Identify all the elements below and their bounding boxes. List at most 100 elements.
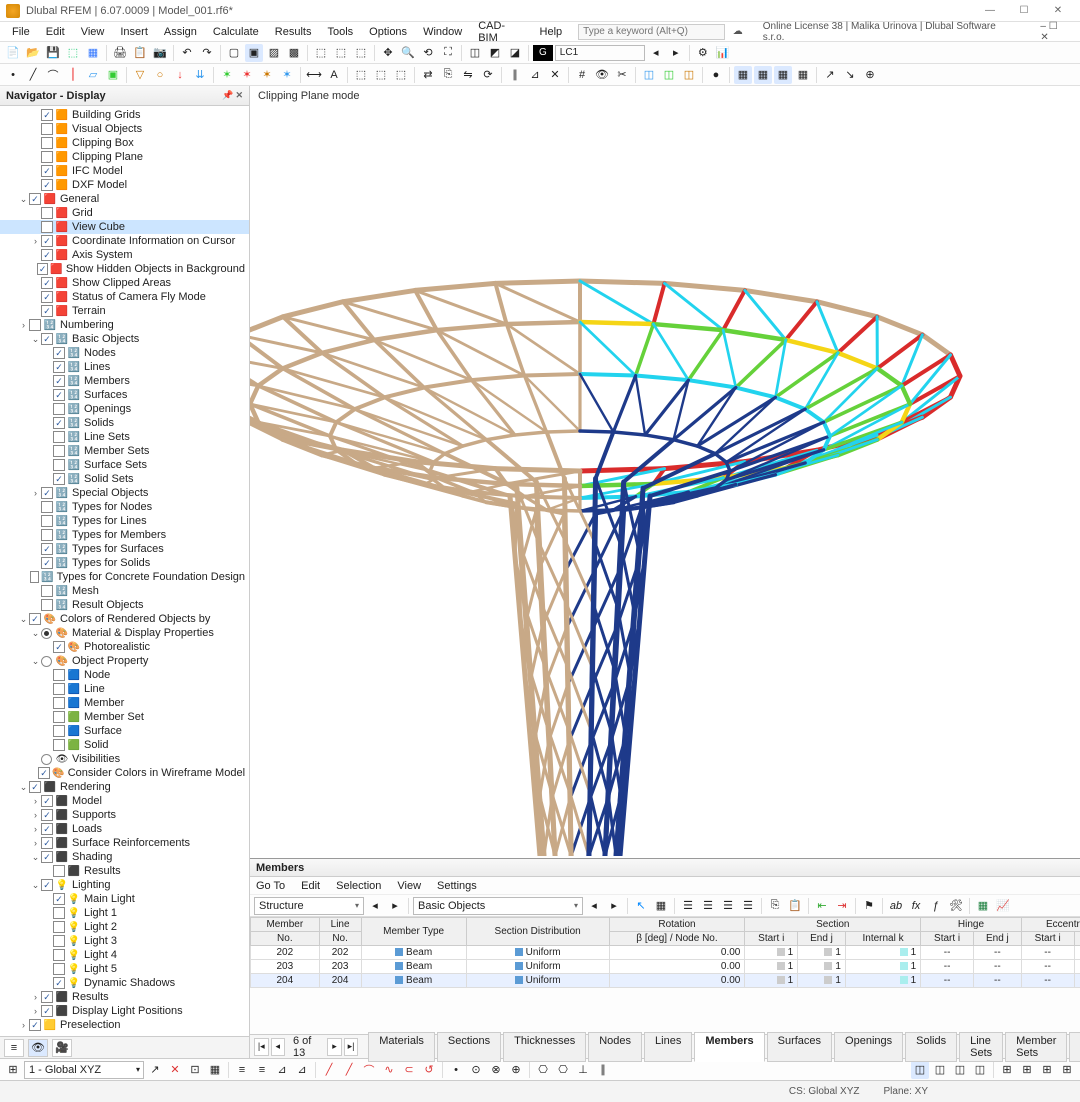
tree-item[interactable]: ✓🟧Building Grids bbox=[0, 108, 249, 122]
maximize-button[interactable]: ☐ bbox=[1008, 2, 1040, 20]
support-icon[interactable]: ▽ bbox=[131, 66, 149, 84]
g3-icon[interactable]: ▦ bbox=[774, 66, 792, 84]
bb-2-icon[interactable]: ✕ bbox=[166, 1061, 184, 1079]
line-tool-icon[interactable]: ╱ bbox=[24, 66, 42, 84]
clip-icon[interactable]: ✂ bbox=[613, 66, 631, 84]
tree-item[interactable]: ✓🔢Types for Solids bbox=[0, 556, 249, 570]
navigator-tree[interactable]: ✓🟧Building Grids🟧Visual Objects🟧Clipping… bbox=[0, 106, 249, 1036]
tree-item[interactable]: ✓🟥Show Hidden Objects in Background bbox=[0, 262, 249, 276]
bb-10-icon[interactable]: ╱ bbox=[340, 1061, 358, 1079]
m1-icon[interactable]: ◫ bbox=[640, 66, 658, 84]
pg-next-icon[interactable]: ▸ bbox=[327, 1038, 342, 1056]
pg-prev-icon[interactable]: ◂ bbox=[271, 1038, 286, 1056]
members-menu-selection[interactable]: Selection bbox=[336, 880, 381, 892]
mp-graph-icon[interactable]: 📈 bbox=[994, 897, 1012, 915]
pg-first-icon[interactable]: |◂ bbox=[254, 1038, 269, 1056]
members-tab[interactable]: Thicknesses bbox=[503, 1032, 586, 1062]
new-icon[interactable]: 📄 bbox=[4, 44, 22, 62]
ax-icon[interactable]: ◩ bbox=[486, 44, 504, 62]
arc-tool-icon[interactable]: ⌒ bbox=[44, 66, 62, 84]
tree-item[interactable]: ✓🟥Axis System bbox=[0, 248, 249, 262]
members-menu-edit[interactable]: Edit bbox=[301, 880, 320, 892]
cube-icon[interactable]: ⬚ bbox=[64, 44, 82, 62]
view2-icon[interactable]: ⬚ bbox=[332, 44, 350, 62]
zoom-icon[interactable]: 🔍 bbox=[399, 44, 417, 62]
mp-flag-icon[interactable]: ⚑ bbox=[860, 897, 878, 915]
move-icon[interactable]: ✥ bbox=[379, 44, 397, 62]
tree-item[interactable]: ✓🔢Members bbox=[0, 374, 249, 388]
tree-item[interactable]: ✓🔢Lines bbox=[0, 360, 249, 374]
tree-item[interactable]: ⌄✓🔢Basic Objects bbox=[0, 332, 249, 346]
bb-12-icon[interactable]: ∿ bbox=[380, 1061, 398, 1079]
wireframe-icon[interactable]: ▢ bbox=[225, 44, 243, 62]
text-icon[interactable]: A bbox=[325, 66, 343, 84]
mv-icon[interactable]: ⇄ bbox=[419, 66, 437, 84]
tree-item[interactable]: ›✓⬛Supports bbox=[0, 808, 249, 822]
fit-icon[interactable]: ⛶ bbox=[439, 44, 457, 62]
tree-item[interactable]: ⌄✓🟥General bbox=[0, 192, 249, 206]
tree-item[interactable]: 💡Light 1 bbox=[0, 906, 249, 920]
members-tab[interactable]: Lines bbox=[644, 1032, 692, 1062]
sel3-icon[interactable]: ⬚ bbox=[392, 66, 410, 84]
keyword-search-input[interactable] bbox=[578, 24, 725, 40]
m2-icon[interactable]: ◫ bbox=[660, 66, 678, 84]
members-tab[interactable]: Surface Sets bbox=[1069, 1032, 1080, 1062]
members-menu-view[interactable]: View bbox=[397, 880, 421, 892]
members-menu-goto[interactable]: Go To bbox=[256, 880, 285, 892]
bb-v5-icon[interactable]: ⊞ bbox=[998, 1061, 1016, 1079]
tree-item[interactable]: ›✓🔢Special Objects bbox=[0, 486, 249, 500]
bb-v6-icon[interactable]: ⊞ bbox=[1018, 1061, 1036, 1079]
node-tool-icon[interactable]: • bbox=[4, 66, 22, 84]
tree-item[interactable]: ⌄✓⬛Rendering bbox=[0, 780, 249, 794]
rotate-icon[interactable]: ⟲ bbox=[419, 44, 437, 62]
area-load-icon[interactable]: ⇊ bbox=[191, 66, 209, 84]
tree-item[interactable]: 🔢Types for Lines bbox=[0, 514, 249, 528]
menu-assign[interactable]: Assign bbox=[156, 24, 205, 40]
tree-item[interactable]: 💡Light 3 bbox=[0, 934, 249, 948]
tree-item[interactable]: 🟧Clipping Box bbox=[0, 136, 249, 150]
hinge-icon[interactable]: ○ bbox=[151, 66, 169, 84]
sel2-icon[interactable]: ⬚ bbox=[372, 66, 390, 84]
table-row[interactable]: 203203BeamUniform0.00111--------1.412 bbox=[251, 960, 1080, 974]
bb-13-icon[interactable]: ⊂ bbox=[400, 1061, 418, 1079]
bb-18-icon[interactable]: ⊕ bbox=[507, 1061, 525, 1079]
mp-next-icon[interactable]: ▸ bbox=[386, 897, 404, 915]
members-tab[interactable]: Materials bbox=[368, 1032, 435, 1062]
bb-15-icon[interactable]: • bbox=[447, 1061, 465, 1079]
menu-options[interactable]: Options bbox=[361, 24, 415, 40]
view1-icon[interactable]: ⬚ bbox=[312, 44, 330, 62]
mp-imp-icon[interactable]: ⇤ bbox=[813, 897, 831, 915]
members-menu-settings[interactable]: Settings bbox=[437, 880, 477, 892]
pin-icon[interactable]: 📌 bbox=[222, 90, 233, 101]
tree-item[interactable]: 🔢Member Sets bbox=[0, 444, 249, 458]
mp-t2-icon[interactable]: ☰ bbox=[679, 897, 697, 915]
solid-icon[interactable]: ▣ bbox=[245, 44, 263, 62]
tree-item[interactable]: ✓🔢Surfaces bbox=[0, 388, 249, 402]
tree-item[interactable]: 🔢Result Objects bbox=[0, 598, 249, 612]
dim-icon[interactable]: ⟷ bbox=[305, 66, 323, 84]
num-icon[interactable]: # bbox=[573, 66, 591, 84]
bb-7-icon[interactable]: ⊿ bbox=[273, 1061, 291, 1079]
bb-8-icon[interactable]: ⊿ bbox=[293, 1061, 311, 1079]
ex3-icon[interactable]: ✶ bbox=[258, 66, 276, 84]
tree-item[interactable]: 🔢Surface Sets bbox=[0, 458, 249, 472]
ax3-icon[interactable]: ⊕ bbox=[861, 66, 879, 84]
bb-17-icon[interactable]: ⊗ bbox=[487, 1061, 505, 1079]
mp-next2-icon[interactable]: ▸ bbox=[605, 897, 623, 915]
sel1-icon[interactable]: ⬚ bbox=[352, 66, 370, 84]
calc-icon[interactable]: ⚙ bbox=[694, 44, 712, 62]
panel-close-icon[interactable]: ✕ bbox=[235, 90, 243, 101]
tree-item[interactable]: ✓🔢Solid Sets bbox=[0, 472, 249, 486]
save-icon[interactable]: 💾 bbox=[44, 44, 62, 62]
mr-icon[interactable]: ⇋ bbox=[459, 66, 477, 84]
mp-exp-icon[interactable]: ⇥ bbox=[833, 897, 851, 915]
ax1-icon[interactable]: ↗ bbox=[821, 66, 839, 84]
tree-item[interactable]: ✓💡Dynamic Shadows bbox=[0, 976, 249, 990]
table-row[interactable]: 204204BeamUniform0.00111--------23 bbox=[251, 974, 1080, 988]
bb-22-icon[interactable]: ∥ bbox=[594, 1061, 612, 1079]
tree-item[interactable]: 🔢Types for Members bbox=[0, 528, 249, 542]
menu-edit[interactable]: Edit bbox=[38, 24, 73, 40]
tree-item[interactable]: 💡Light 2 bbox=[0, 920, 249, 934]
tree-item[interactable]: ⌄🎨Object Property bbox=[0, 654, 249, 668]
bb-v2-icon[interactable]: ◫ bbox=[931, 1061, 949, 1079]
